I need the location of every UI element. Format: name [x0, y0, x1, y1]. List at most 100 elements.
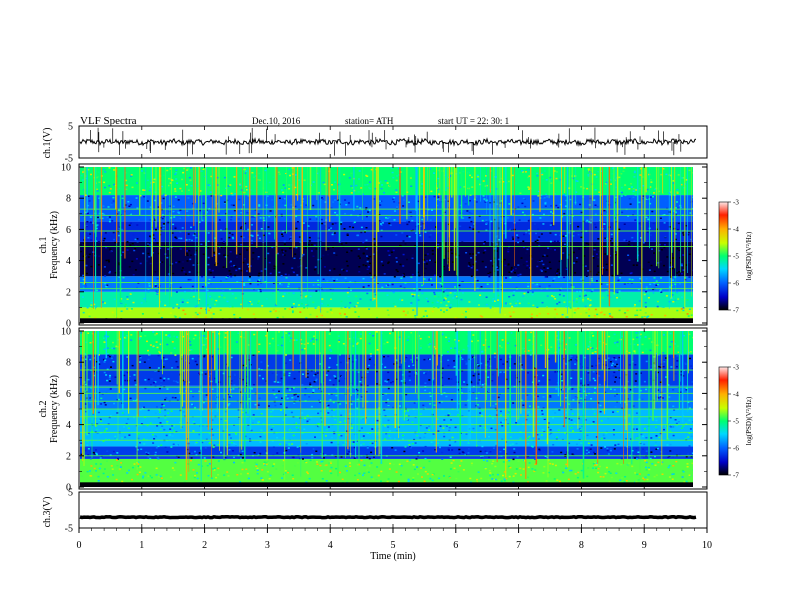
- spectrogram-pixel: [400, 277, 403, 279]
- spectrogram-pixel: [268, 181, 271, 184]
- spectrogram-pixel: [170, 217, 173, 219]
- spectrogram-pixel: [341, 478, 344, 481]
- spectrogram-pixel: [672, 180, 675, 182]
- spectrogram-pixel: [380, 229, 383, 232]
- spectrogram-pixel: [173, 315, 176, 317]
- spectrogram-pixel: [574, 358, 577, 361]
- spectrogram-pixel: [634, 385, 637, 388]
- spectrogram-pixel: [517, 275, 520, 277]
- spectrogram-pixel: [357, 234, 360, 237]
- spectrogram-pixel: [395, 359, 398, 361]
- spectrogram-pixel: [558, 260, 561, 263]
- spectrogram-pixel: [186, 448, 189, 451]
- spectrogram-pixel: [306, 372, 309, 375]
- spectrogram-pixel: [665, 295, 668, 297]
- spectrogram-pixel: [494, 465, 497, 468]
- spectrogram-pixel: [549, 462, 552, 465]
- spectrogram-pixel: [406, 410, 409, 412]
- spectrogram-pixel: [153, 178, 156, 181]
- spectrogram-pixel: [250, 418, 253, 421]
- spectrogram-pixel: [252, 190, 255, 192]
- spectrogram-pixel: [114, 437, 117, 439]
- spectrogram-pixel: [555, 274, 558, 276]
- spectrogram-pixel: [590, 278, 593, 280]
- spectrogram-pixel: [652, 222, 655, 225]
- spectrogram-pixel: [605, 466, 608, 469]
- spectrogram-pixel: [172, 210, 175, 213]
- spectrogram-pixel: [577, 417, 580, 420]
- spectrogram-pixel: [377, 474, 380, 477]
- spectrogram-pixel: [633, 170, 636, 172]
- spectrogram-pixel: [618, 228, 621, 231]
- spectrogram-pixel: [272, 311, 275, 313]
- spectrogram-pixel: [287, 285, 290, 288]
- spectrogram-pixel: [283, 374, 286, 377]
- spectrogram-pixel: [161, 217, 164, 220]
- spectrogram-pixel: [344, 465, 347, 467]
- spectrogram-pixel: [428, 370, 431, 372]
- spectrogram-pixel: [164, 415, 167, 417]
- spectrogram-pixel: [664, 425, 667, 427]
- spectrogram-pixel: [694, 169, 696, 171]
- spectrogram-pixel: [496, 269, 499, 271]
- spectrogram-pixel: [676, 192, 679, 194]
- spectrogram-pixel: [662, 192, 664, 195]
- spectrogram-pixel: [321, 460, 324, 463]
- spectrogram-pixel: [355, 388, 358, 391]
- spectrogram-pixel: [163, 428, 166, 431]
- spectrogram-pixel: [104, 282, 107, 285]
- spectrogram-pixel: [369, 262, 371, 265]
- spectrogram-pixel: [173, 212, 176, 214]
- spectrogram-pixel: [639, 309, 642, 311]
- spectrogram-pixel: [207, 240, 210, 242]
- spectrogram-pixel: [402, 205, 405, 207]
- spectrogram-pixel: [92, 451, 95, 454]
- spectrogram-pixel: [291, 310, 294, 312]
- spectrogram-pixel: [110, 357, 113, 360]
- spectrogram-pixel: [159, 377, 162, 379]
- spectrogram-pixel: [160, 444, 163, 446]
- spectrogram-pixel: [633, 343, 636, 346]
- spectrogram-pixel: [240, 189, 243, 191]
- spectrogram-pixel: [278, 197, 281, 199]
- spectrogram-pixel: [431, 284, 433, 286]
- spectrogram-pixel: [604, 237, 607, 239]
- spectrogram-pixel: [695, 434, 697, 436]
- spectrogram-pixel: [448, 444, 451, 446]
- spectrogram-pixel: [655, 376, 658, 379]
- spectrogram-pixel: [594, 387, 597, 389]
- spectrogram-pixel: [103, 468, 106, 470]
- spectrogram-pixel: [147, 378, 150, 381]
- spectrogram-pixel: [573, 361, 576, 363]
- spectrogram-pixel: [409, 447, 412, 449]
- spectrogram-pixel: [470, 464, 473, 466]
- spectrogram-pixel: [419, 437, 422, 439]
- spectrogram-pixel: [376, 466, 379, 468]
- spectrogram-pixel: [80, 453, 83, 456]
- spectrogram-pixel: [330, 350, 333, 352]
- spectrogram-pixel: [283, 240, 286, 243]
- spectrogram-pixel: [568, 187, 571, 189]
- spectrogram-pixel: [202, 202, 205, 205]
- spectrogram-pixel: [690, 435, 693, 438]
- spectrogram-pixel: [124, 204, 127, 206]
- spectrogram-pixel: [330, 276, 333, 278]
- spectrogram-pixel: [113, 169, 116, 171]
- spectrogram-pixel: [408, 221, 411, 223]
- spectrogram-pixel: [284, 470, 287, 472]
- spectrogram-pixel: [396, 270, 399, 273]
- spectrogram-pixel: [387, 378, 390, 381]
- spectrogram-pixel: [116, 459, 118, 461]
- spectrogram-pixel: [392, 290, 394, 292]
- spectrogram-pixel: [262, 187, 265, 189]
- spectrogram-pixel: [156, 204, 159, 206]
- spectrogram-pixel: [433, 195, 436, 198]
- spectrogram-pixel: [206, 464, 209, 467]
- spectrogram-pixel: [166, 423, 169, 425]
- spectrogram-pixel: [191, 202, 194, 205]
- spectrogram-pixel: [147, 358, 150, 361]
- spectrogram-pixel: [549, 267, 552, 270]
- spectrogram-pixel: [414, 411, 417, 413]
- spectrogram-pixel: [290, 204, 293, 206]
- spectrogram-pixel: [127, 322, 130, 323]
